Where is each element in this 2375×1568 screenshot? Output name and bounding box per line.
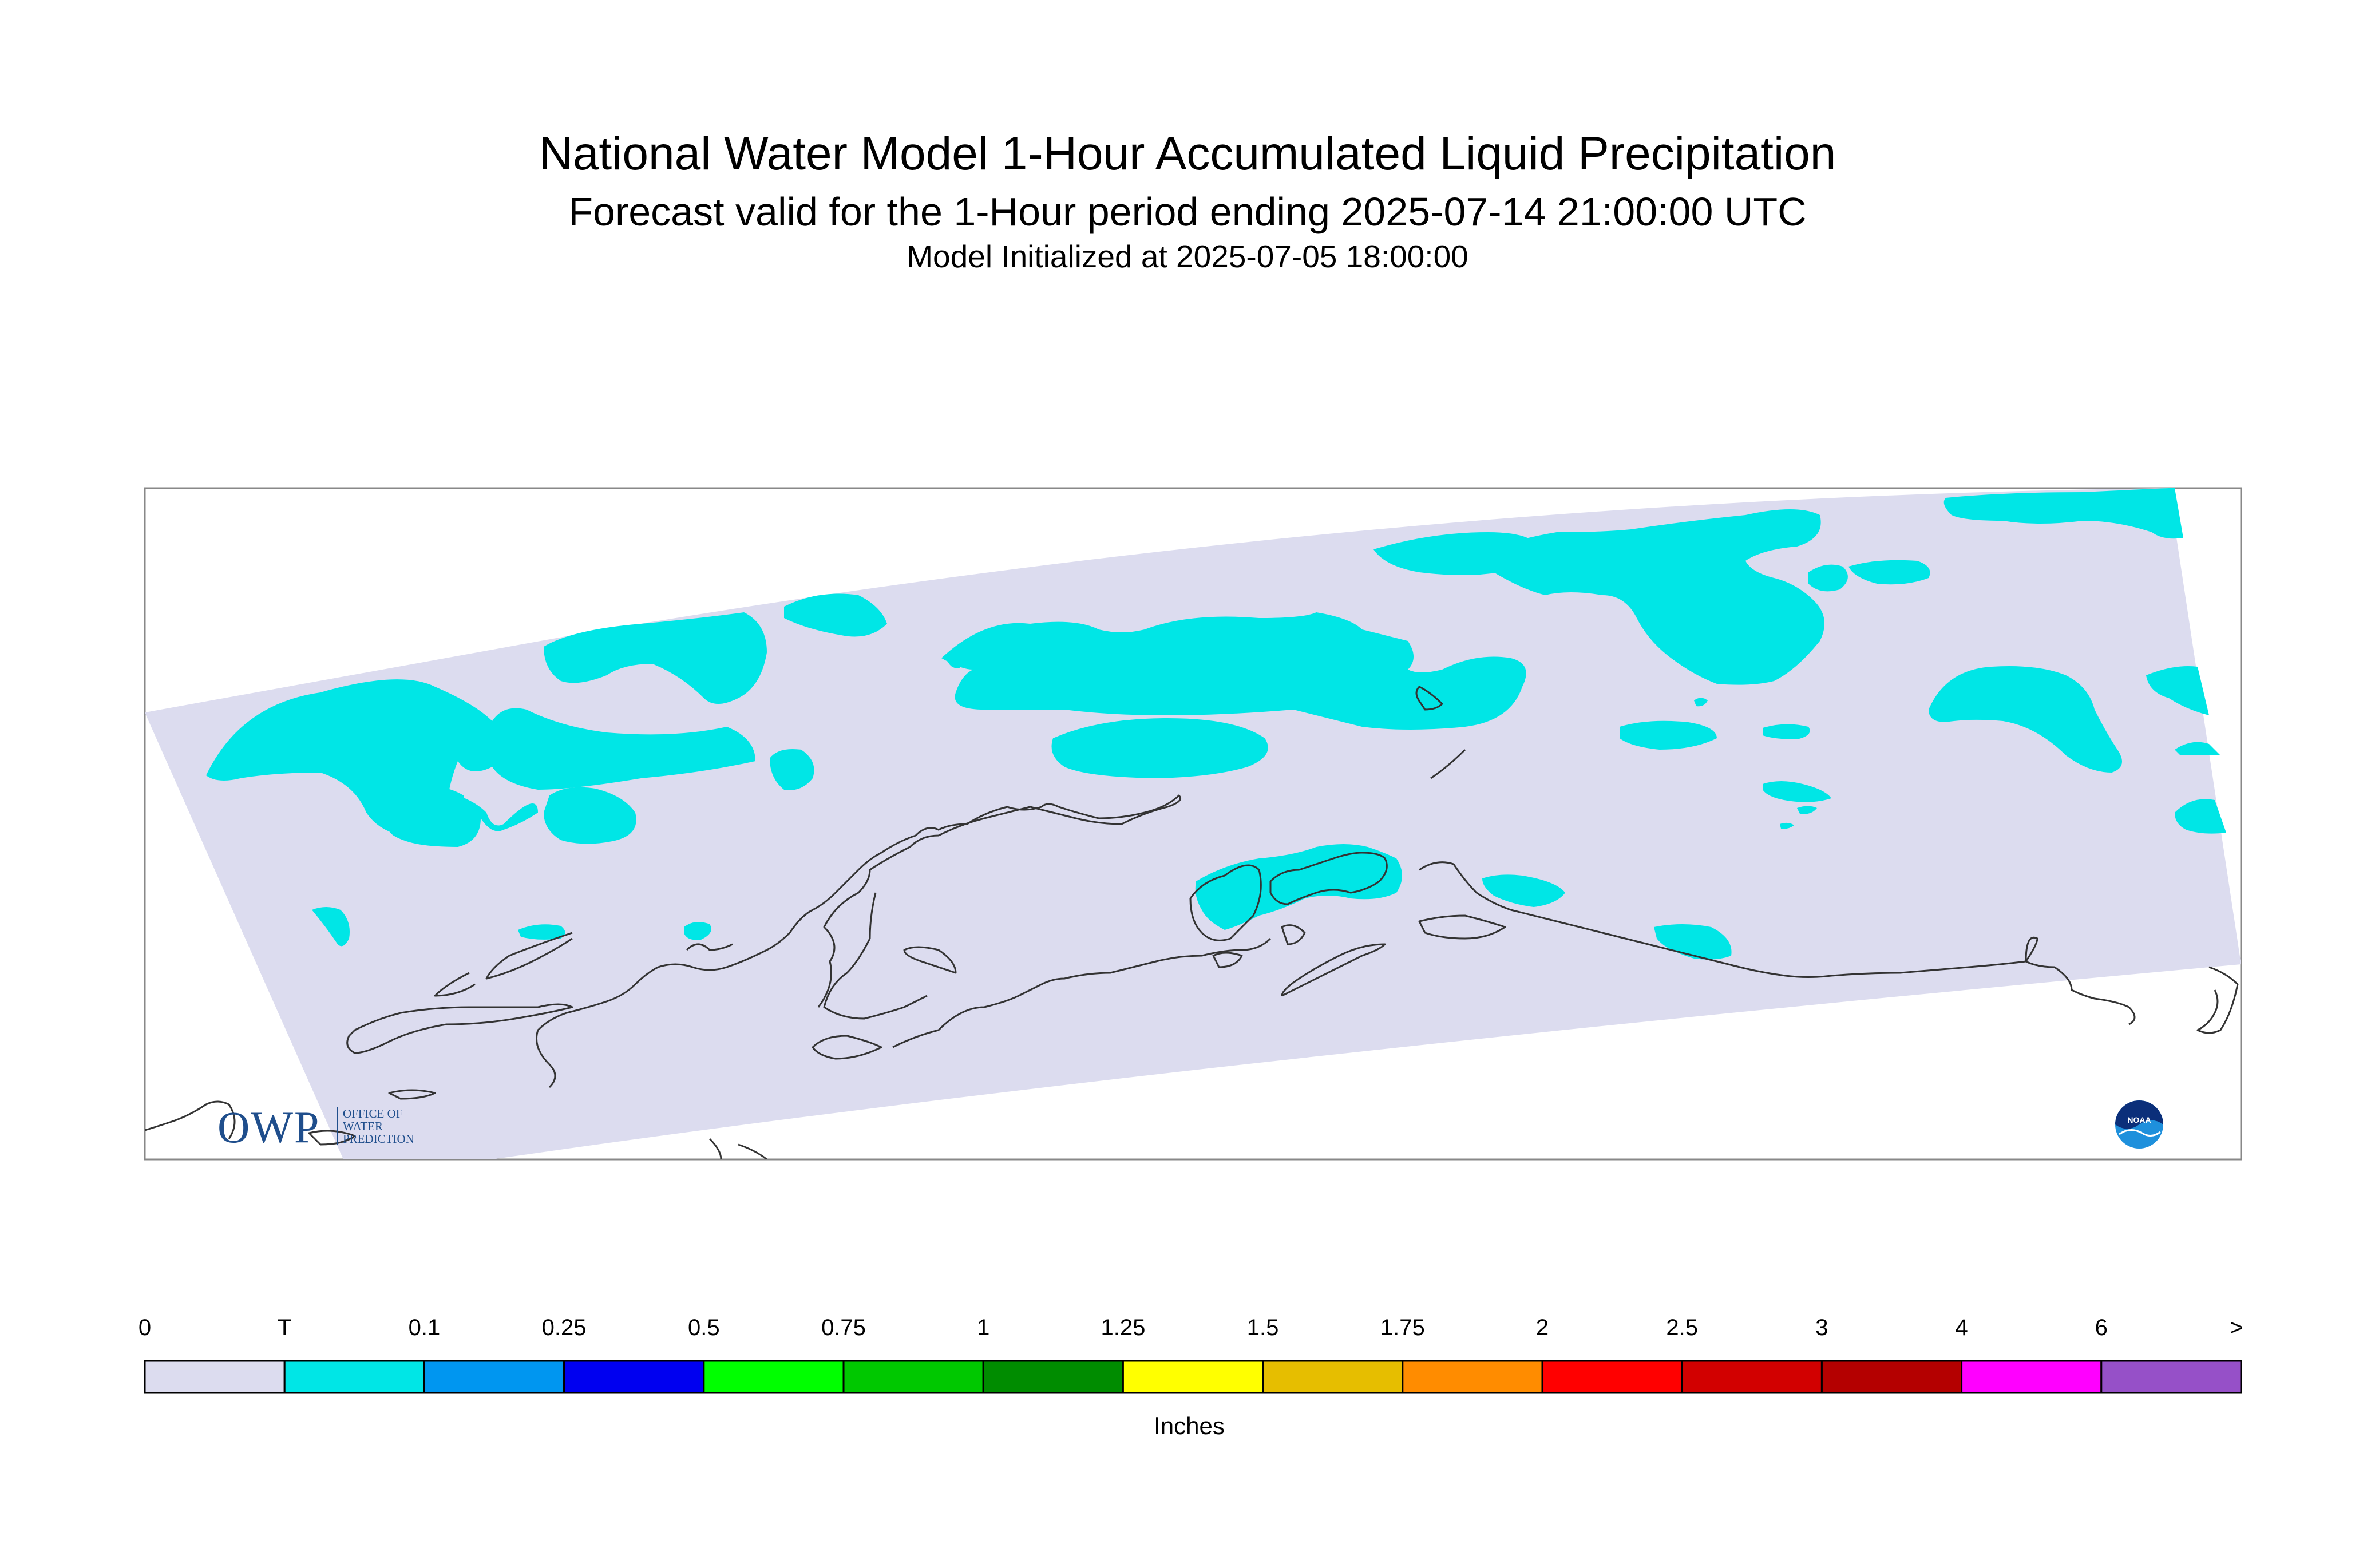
colorbar-segment — [563, 1360, 705, 1394]
colorbar-segment — [1541, 1360, 1683, 1394]
noaa-logo-text: NOAA — [2127, 1115, 2151, 1124]
colorbar-tick-label: T — [277, 1315, 292, 1340]
colorbar-segment — [2100, 1360, 2242, 1394]
colorbar-tick-label: > — [2230, 1315, 2243, 1340]
colorbar-segment — [1681, 1360, 1823, 1394]
map-subtitle: Forecast valid for the 1-Hour period end… — [568, 189, 1807, 234]
colorbar-tick-label: 2 — [1535, 1315, 1549, 1340]
colorbar-segment — [144, 1360, 286, 1394]
owp-logo-subtext: OFFICE OF WATER PREDICTION — [337, 1107, 414, 1145]
colorbar-segment — [842, 1360, 984, 1394]
colorbar-tick-label: 0.75 — [821, 1315, 866, 1340]
colorbar-segment — [982, 1360, 1124, 1394]
colorbar-tick-label: 1.5 — [1246, 1315, 1279, 1340]
colorbar-segment — [1122, 1360, 1264, 1394]
colorbar-tick-label: 0.1 — [408, 1315, 441, 1340]
map-title: National Water Model 1-Hour Accumulated … — [539, 128, 1836, 180]
colorbar-tick-label: 0.5 — [687, 1315, 720, 1340]
colorbar-unit-label: Inches — [1154, 1412, 1225, 1439]
colorbar-tick-label: 0 — [138, 1315, 152, 1340]
colorbar-tick-label: 6 — [2095, 1315, 2108, 1340]
owp-subtext-line: PREDICTION — [343, 1132, 414, 1146]
colorbar-segment — [703, 1360, 845, 1394]
colorbar-tick-label: 0.25 — [541, 1315, 587, 1340]
colorbar-segment — [283, 1360, 425, 1394]
colorbar-tick-label: 1.25 — [1101, 1315, 1146, 1340]
colorbar-segment — [1262, 1360, 1404, 1394]
precip-areas — [206, 488, 2226, 960]
colorbar-segment — [1402, 1360, 1543, 1394]
owp-logo: OWP OFFICE OF WATER PREDICTION — [217, 1102, 435, 1153]
colorbar-segment — [1820, 1360, 1963, 1394]
owp-subtext-line: WATER — [343, 1119, 383, 1133]
colorbar-tick-label: 3 — [1815, 1315, 1828, 1340]
colorbar-segment — [1961, 1360, 2103, 1394]
colorbar-tick-label: 1 — [977, 1315, 990, 1340]
colorbar — [144, 1360, 2242, 1394]
model-init-line: Model Initialized at 2025-07-05 18:00:00 — [907, 239, 1468, 274]
noaa-logo: NOAA — [2115, 1100, 2163, 1149]
colorbar-tick-label: 2.5 — [1666, 1315, 1698, 1340]
coastlines — [145, 686, 2239, 1159]
colorbar-segment — [423, 1360, 565, 1394]
owp-logo-text: OWP — [217, 1102, 320, 1152]
owp-subtext-line: OFFICE OF — [343, 1107, 403, 1120]
colorbar-tick-label: 1.75 — [1380, 1315, 1425, 1340]
colorbar-tick-label: 4 — [1955, 1315, 1968, 1340]
